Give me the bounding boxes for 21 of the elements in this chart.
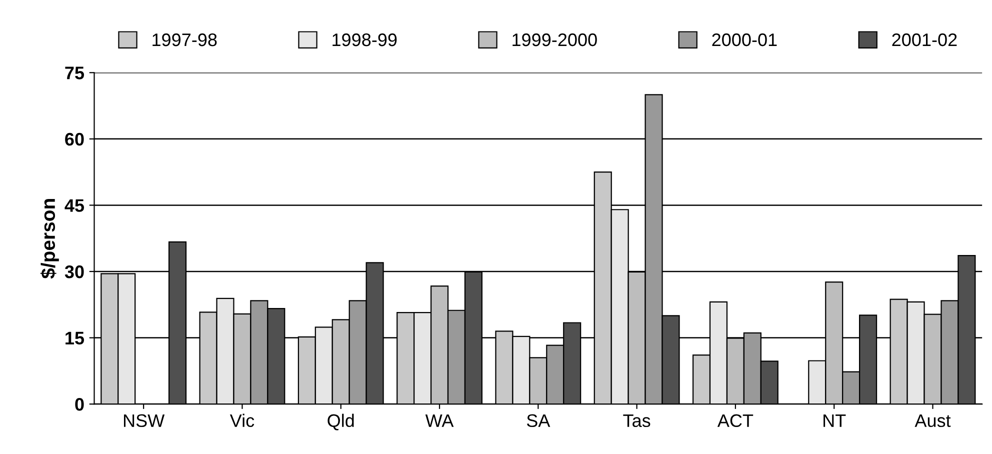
legend-label: 2000-01 <box>712 33 777 46</box>
x-tick-label: Aust <box>914 414 951 428</box>
x-tick-label: NSW <box>124 414 165 428</box>
legend-label: 1997-98 <box>152 33 217 46</box>
legend-label: 1998-99 <box>332 33 397 46</box>
x-tick-label: WA <box>425 414 454 427</box>
y-tick-label: 60 <box>65 132 84 146</box>
y-axis-title: $/person <box>40 199 59 279</box>
y-tick-label: 45 <box>64 199 84 212</box>
x-tick-label: Tas <box>623 414 650 428</box>
y-tick-label: 0 <box>75 398 84 411</box>
y-tick-label: 75 <box>65 66 84 80</box>
y-tick-label: 15 <box>66 332 84 344</box>
legend-label: 1999-2000 <box>512 33 597 46</box>
x-tick-label: SA <box>526 414 550 428</box>
x-tick-label: Qld <box>328 414 354 430</box>
x-tick-label: Vic <box>230 414 254 428</box>
legend-label: 2001-02 <box>892 33 957 46</box>
y-tick-label: 30 <box>64 265 84 278</box>
x-tick-label: NT <box>824 414 846 427</box>
x-tick-label: ACT <box>717 414 754 428</box>
